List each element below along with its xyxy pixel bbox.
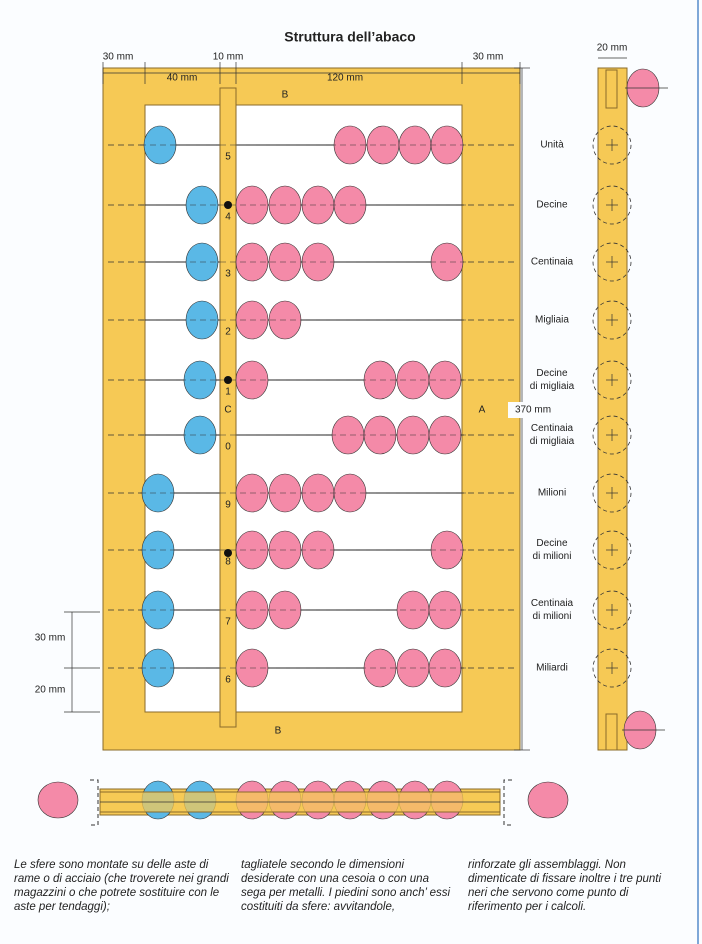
- blue-bead: [141, 648, 175, 688]
- rod-label: Centinaia: [531, 257, 574, 268]
- frame-label: B: [275, 726, 282, 737]
- frame-label: B: [282, 90, 289, 101]
- dimension: 370 mm: [515, 405, 551, 416]
- rod-label: di milioni: [533, 611, 572, 622]
- side-bead: [592, 300, 632, 340]
- frame-label: A: [479, 405, 486, 416]
- dimension: 10 mm: [213, 52, 244, 63]
- side-bead: [592, 415, 632, 455]
- pink-bead: [37, 781, 79, 819]
- slot: [605, 713, 618, 751]
- pink-bead: [301, 530, 335, 570]
- rod-digit: 2: [225, 327, 231, 338]
- side-bead: [592, 648, 632, 688]
- rod-label: di migliaia: [530, 436, 575, 447]
- pink-bead: [301, 185, 335, 225]
- blue-bead: [141, 530, 175, 570]
- dimension: 20 mm: [597, 43, 628, 54]
- rod-digit: 9: [225, 500, 231, 511]
- text-column: tagliatele secondo le dimensioni desider…: [241, 859, 451, 913]
- rod-label: di migliaia: [530, 381, 575, 392]
- rod-label: di milioni: [533, 551, 572, 562]
- reference-dot: [224, 376, 232, 384]
- blue-bead: [141, 473, 175, 513]
- rod-label: Centinaia: [531, 598, 574, 609]
- rod-label: Decine: [536, 200, 568, 211]
- rod-digit: 5: [225, 152, 231, 163]
- frame-label: C: [224, 405, 231, 416]
- rod-label: Unità: [540, 140, 564, 151]
- rod-digit: 4: [225, 212, 231, 223]
- text-column: Le sfere sono montate su delle aste di r…: [14, 859, 229, 913]
- side-bead: [592, 530, 632, 570]
- side-bead: [592, 242, 632, 282]
- rod-digit: 3: [225, 269, 231, 280]
- slot: [605, 69, 618, 109]
- dimension: 30 mm: [103, 52, 134, 63]
- dimension: 30 mm: [473, 52, 504, 63]
- center-bar: [219, 87, 237, 728]
- dimension: 40 mm: [167, 73, 198, 84]
- reference-dot: [224, 201, 232, 209]
- title: Struttura dell’abaco: [284, 29, 415, 45]
- text-column: rinforzate gli assemblaggi. Non dimentic…: [468, 859, 662, 913]
- page-edge: [697, 0, 699, 944]
- dimension: 30 mm: [35, 633, 66, 644]
- bracket: [503, 779, 512, 826]
- rod-label: Decine: [536, 368, 568, 379]
- rod-digit: 0: [225, 442, 231, 453]
- label-bg: [508, 402, 558, 418]
- pink-bead: [301, 473, 335, 513]
- dimension: 120 mm: [327, 73, 363, 84]
- text-columns: Le sfere sono montate su delle aste di r…: [14, 858, 694, 914]
- pink-bead: [301, 242, 335, 282]
- pink-bead: [527, 781, 569, 819]
- side-bead: [592, 473, 632, 513]
- rod-label: Miliardi: [536, 663, 568, 674]
- side-bar: [597, 67, 628, 751]
- side-bead: [592, 185, 632, 225]
- dimension: 20 mm: [35, 685, 66, 696]
- reference-dot: [224, 549, 232, 557]
- pink-bead: [331, 415, 365, 455]
- rod-digit: 6: [225, 675, 231, 686]
- side-bead: [592, 590, 632, 630]
- blue-bead: [141, 590, 175, 630]
- rod-digit: 8: [225, 557, 231, 568]
- rod-label: Milioni: [538, 488, 566, 499]
- bracket: [90, 779, 99, 826]
- rod-digit: 1: [225, 387, 231, 398]
- rod-digit: 7: [225, 617, 231, 628]
- rod-label: Migliaia: [535, 315, 569, 326]
- side-bead: [592, 125, 632, 165]
- rod-label: Centinaia: [531, 423, 574, 434]
- side-bead: [592, 360, 632, 400]
- rod-label: Decine: [536, 538, 568, 549]
